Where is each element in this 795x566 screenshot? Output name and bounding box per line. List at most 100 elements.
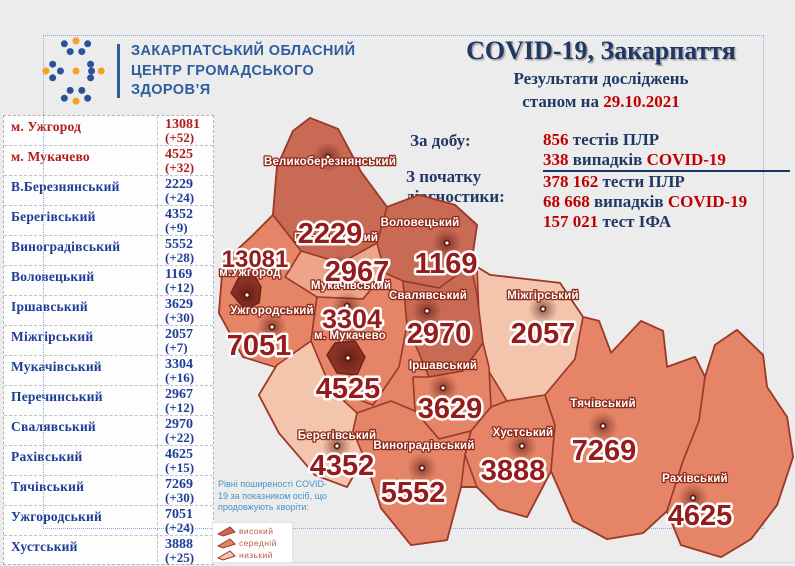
city-marker-berehivskyi	[333, 442, 341, 450]
org-name-line: ЦЕНТР ГРОМАДСЬКОГО	[131, 62, 315, 79]
svaliavskyi-cases: 2970	[407, 318, 472, 350]
report-date: 29.10.2021	[603, 92, 680, 111]
irshavskyi-cases: 3629	[418, 393, 483, 425]
district-total: 4525	[165, 147, 193, 162]
subtitle-date-line: станом на 29.10.2021	[420, 92, 782, 112]
mukachevo-cases: 4525	[316, 373, 381, 405]
svaliavskyi-label: Свалявський	[389, 290, 467, 302]
org-name-line: ЗАКАРПАТСЬКИЙ ОБЛАСНИЙ	[131, 43, 356, 59]
district-total: 2967	[165, 387, 193, 402]
city-marker-uzhhorodskyi	[268, 323, 276, 331]
irshavskyi-label: Іршавський	[409, 360, 477, 372]
city-marker-uzhhorod	[243, 291, 251, 299]
stat-value: 378 162	[543, 172, 599, 191]
org-logo	[42, 37, 105, 105]
stat-unit: COVID-19	[646, 150, 726, 169]
logo-dot	[84, 40, 92, 48]
table-row: Берегівський 4352 (+9)	[4, 206, 213, 236]
district-name: Виноградівський	[11, 239, 121, 254]
legend-swatch-low	[217, 549, 236, 561]
stat-row: 157 021 тест ІФА	[543, 212, 790, 232]
logo-dot	[88, 67, 96, 75]
district-cases-cell: 3888 (+25)	[157, 536, 214, 566]
org-name: ЗАКАРПАТСЬКИЙ ОБЛАСНИЙ ЦЕНТР ГРОМАДСЬКОГ…	[131, 42, 355, 101]
district-delta: (+24)	[165, 520, 195, 535]
rakhivskyi-cases: 4625	[668, 500, 733, 532]
stat-value: 338	[543, 150, 569, 169]
stat-row: 378 162 тести ПЛР	[543, 172, 790, 192]
subtitle-date-prefix: станом на	[522, 92, 604, 111]
district-total: 7051	[165, 507, 193, 522]
stat-row: 856 тестів ПЛР	[543, 130, 790, 150]
district-cases-cell: 13081 (+52)	[157, 116, 214, 146]
stat-word: тести	[598, 172, 649, 191]
district-cases-cell: 2057 (+7)	[157, 326, 214, 356]
legend-swatch-high	[217, 525, 236, 537]
logo-dot	[78, 48, 86, 56]
legend-title: Рівні поширеності COVID- 19 за показнико…	[218, 479, 346, 514]
stat-value: 68 668	[543, 192, 590, 211]
tiachivskyi-label: Тячівський	[570, 398, 635, 410]
district-delta: (+7)	[165, 340, 188, 355]
district-name: Рахівський	[11, 449, 83, 464]
district-delta: (+52)	[165, 130, 195, 145]
city-marker-volovetskyi	[443, 239, 451, 247]
district-name: Воловецький	[11, 269, 95, 284]
district-name: м. Ужгород	[11, 119, 82, 134]
city-marker-perechynskyi	[335, 265, 343, 273]
legend-label: середній	[239, 538, 277, 548]
city-marker-svaliavskyi	[423, 307, 431, 315]
district-cases-cell: 3304 (+16)	[157, 356, 214, 386]
logo-dot	[66, 86, 74, 94]
district-cases-cell: 2967 (+12)	[157, 386, 214, 416]
district-delta: (+32)	[165, 160, 195, 175]
logo-dot	[72, 37, 80, 45]
perechynskyi-cases: 2967	[325, 256, 390, 288]
mizhhirskyi-cases: 2057	[511, 318, 576, 350]
district-total: 4625	[165, 447, 193, 462]
city-marker-rakhivskyi	[689, 494, 697, 502]
logo-divider	[117, 44, 120, 98]
logo-dot	[72, 97, 80, 105]
city-marker-tiachivskyi	[599, 422, 607, 430]
stats-values: 856 тестів ПЛР 338 випадків COVID-19 378 1…	[543, 130, 790, 232]
district-total: 5552	[165, 237, 193, 252]
stat-value: 856	[543, 130, 569, 149]
stat-word: тест	[598, 212, 639, 231]
uzhhorod-label: м.Ужгород	[219, 267, 281, 279]
table-row: Міжгірський 2057 (+7)	[4, 326, 213, 356]
district-total: 2057	[165, 327, 193, 342]
city-marker-khustskyi	[518, 442, 526, 450]
logo-dot	[87, 60, 95, 68]
district-name: м. Мукачево	[11, 149, 90, 164]
district-cases-cell: 2229 (+24)	[157, 176, 214, 206]
legend-title-line: продовжують хворіти:	[218, 502, 309, 512]
org-name-line: ЗДОРОВ’Я	[131, 82, 211, 98]
logo-dot	[66, 48, 74, 56]
logo-dot	[42, 67, 50, 75]
district-cases-cell: 7269 (+30)	[157, 476, 214, 506]
table-row: м. Мукачево 4525 (+32)	[4, 146, 213, 176]
district-name: Міжгірський	[11, 329, 94, 344]
district-total: 4352	[165, 207, 193, 222]
total-stats-label-line: З початку	[406, 167, 482, 186]
logo-dot	[49, 74, 57, 82]
berehivskyi-cases: 4352	[310, 450, 375, 482]
district-name: Іршавський	[11, 299, 88, 314]
district-delta: (+30)	[165, 310, 195, 325]
table-row: Ужгородський 7051 (+24)	[4, 506, 213, 536]
stat-unit: ПЛР	[648, 172, 685, 191]
district-total: 3888	[165, 537, 193, 552]
berehivskyi-label: Берегівський	[298, 430, 377, 442]
district-cases-cell: 1169 (+12)	[157, 266, 214, 296]
uzhhorod-cases: 13081	[222, 246, 289, 273]
tiachivskyi-cases: 7269	[572, 435, 637, 467]
district-cases-cell: 4525 (+32)	[157, 146, 214, 176]
district-total: 2970	[165, 417, 193, 432]
stat-unit: COVID-19	[667, 192, 748, 211]
mukachivskyi-label: Мукачівський	[311, 280, 391, 292]
city-marker-mizhhirskyi	[539, 305, 547, 313]
stat-word: тестів	[568, 130, 623, 149]
logo-dot	[49, 60, 57, 68]
